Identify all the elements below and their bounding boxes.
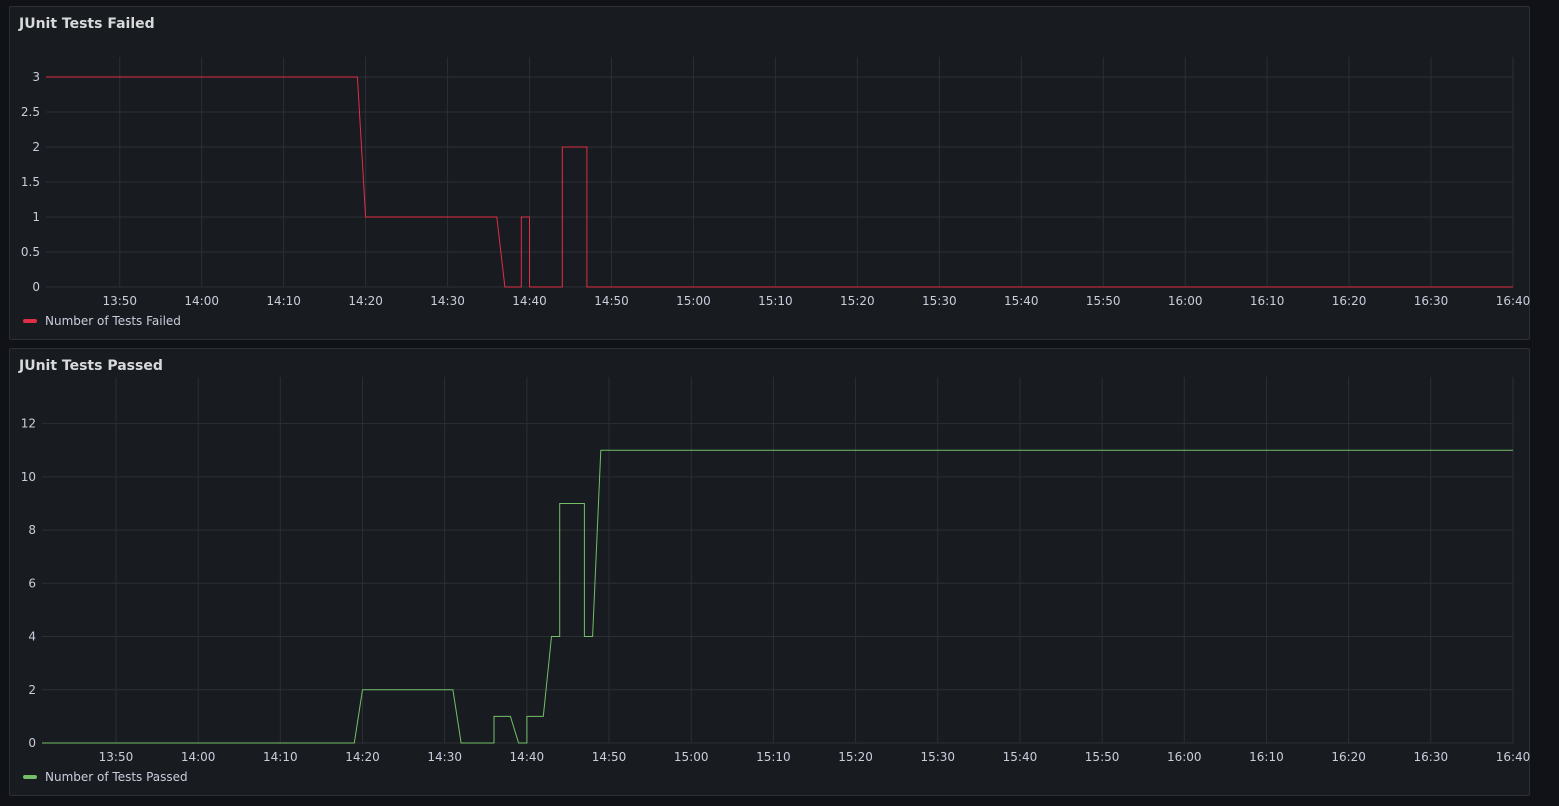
x-tick-label: 15:30 bbox=[920, 750, 955, 764]
x-tick-label: 16:30 bbox=[1414, 294, 1449, 308]
legend-label: Number of Tests Failed bbox=[45, 314, 181, 328]
x-tick-label: 15:30 bbox=[922, 294, 957, 308]
x-tick-label: 14:20 bbox=[345, 750, 380, 764]
x-tick-label: 16:10 bbox=[1250, 294, 1285, 308]
x-tick-label: 14:10 bbox=[266, 294, 301, 308]
x-tick-label: 16:20 bbox=[1332, 294, 1367, 308]
x-tick-label: 15:50 bbox=[1085, 750, 1120, 764]
x-tick-label: 16:40 bbox=[1496, 294, 1531, 308]
x-tick-label: 14:30 bbox=[430, 294, 465, 308]
y-tick-label: 1 bbox=[32, 210, 40, 224]
panel-passed: JUnit Tests Passed 0 2 4 6 8 10 12 13:50 14:00 14… bbox=[9, 348, 1530, 796]
legend-swatch bbox=[23, 319, 37, 323]
panel-failed: JUnit Tests Failed 0 0.5 1 1.5 2 2.5 3 13:50 14:… bbox=[9, 6, 1530, 340]
y-tick-label: 2 bbox=[28, 683, 36, 697]
x-tick-label: 14:50 bbox=[592, 750, 627, 764]
x-tick-label: 16:20 bbox=[1331, 750, 1366, 764]
x-tick-label: 14:10 bbox=[263, 750, 298, 764]
x-tick-label: 16:00 bbox=[1167, 750, 1202, 764]
y-tick-label: 3 bbox=[32, 70, 40, 84]
legend-label: Number of Tests Passed bbox=[45, 770, 188, 784]
x-tick-label: 14:40 bbox=[510, 750, 545, 764]
y-tick-label: 10 bbox=[21, 470, 36, 484]
x-tick-label: 14:30 bbox=[427, 750, 462, 764]
legend[interactable]: Number of Tests Failed bbox=[23, 314, 181, 328]
y-tick-label: 8 bbox=[28, 523, 36, 537]
chart-failed: 0 0.5 1 1.5 2 2.5 3 13:50 14:00 14:10 14:20 14:30 14… bbox=[21, 57, 1531, 308]
x-tick-label: 16:00 bbox=[1168, 294, 1203, 308]
x-tick-label: 15:40 bbox=[1004, 294, 1039, 308]
x-tick-label: 15:00 bbox=[676, 294, 711, 308]
y-tick-label: 4 bbox=[28, 630, 36, 644]
x-tick-label: 15:10 bbox=[758, 294, 793, 308]
y-tick-label: 0 bbox=[32, 280, 40, 294]
panel-title[interactable]: JUnit Tests Failed bbox=[19, 16, 155, 32]
x-tick-label: 13:50 bbox=[99, 750, 134, 764]
y-tick-label: 12 bbox=[21, 417, 36, 431]
x-tick-label: 16:10 bbox=[1249, 750, 1284, 764]
series-line bbox=[42, 449, 1513, 744]
x-tick-label: 14:20 bbox=[348, 294, 383, 308]
legend-swatch bbox=[23, 775, 37, 779]
chart-passed: 0 2 4 6 8 10 12 13:50 14:00 14:10 14:20 14:30 14:40 1… bbox=[21, 377, 1531, 764]
legend[interactable]: Number of Tests Passed bbox=[23, 770, 188, 784]
x-tick-label: 13:50 bbox=[102, 294, 137, 308]
x-tick-label: 15:20 bbox=[838, 750, 873, 764]
series-line bbox=[46, 76, 1513, 288]
x-tick-label: 15:50 bbox=[1086, 294, 1121, 308]
x-tick-label: 15:10 bbox=[756, 750, 791, 764]
x-tick-label: 16:40 bbox=[1496, 750, 1531, 764]
x-tick-label: 14:00 bbox=[181, 750, 216, 764]
y-tick-label: 1.5 bbox=[21, 175, 40, 189]
y-tick-label: 2 bbox=[32, 140, 40, 154]
panel-title[interactable]: JUnit Tests Passed bbox=[19, 358, 163, 374]
x-tick-label: 16:30 bbox=[1414, 750, 1449, 764]
y-tick-label: 0 bbox=[28, 736, 36, 750]
x-tick-label: 14:50 bbox=[594, 294, 629, 308]
y-tick-label: 2.5 bbox=[21, 105, 40, 119]
x-tick-label: 15:00 bbox=[674, 750, 709, 764]
y-tick-label: 0.5 bbox=[21, 245, 40, 259]
x-tick-label: 14:40 bbox=[512, 294, 547, 308]
y-tick-label: 6 bbox=[28, 576, 36, 590]
x-tick-label: 14:00 bbox=[184, 294, 219, 308]
x-tick-label: 15:40 bbox=[1003, 750, 1038, 764]
x-tick-label: 15:20 bbox=[840, 294, 875, 308]
